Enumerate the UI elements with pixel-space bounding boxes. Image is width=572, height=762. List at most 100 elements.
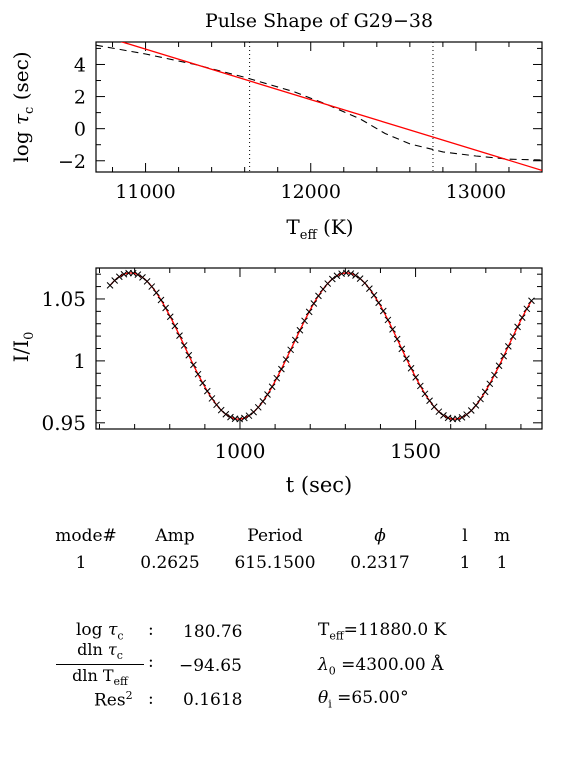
observation-point xyxy=(166,313,174,321)
observation-mark xyxy=(129,269,137,277)
observation-mark xyxy=(352,272,359,279)
observation-point xyxy=(305,308,313,316)
observation-point xyxy=(227,413,234,421)
observation-mark xyxy=(208,395,216,402)
fraction-bar xyxy=(56,664,144,666)
observation-point xyxy=(347,270,355,277)
observation-point xyxy=(203,387,211,395)
observation-mark xyxy=(305,308,313,316)
observation-mark xyxy=(236,415,244,423)
observation-point xyxy=(500,352,508,360)
observation-point xyxy=(301,317,308,325)
observation-point xyxy=(426,397,433,405)
observation-mark xyxy=(481,388,489,396)
observation-mark xyxy=(440,412,447,419)
top-y-tick-label: 0 xyxy=(74,119,86,141)
observation-point xyxy=(162,304,169,312)
bottom-x-tick-label: 1000 xyxy=(215,439,266,463)
observation-point xyxy=(157,296,165,304)
observation-mark xyxy=(217,406,225,414)
observation-mark xyxy=(291,336,299,344)
observation-mark xyxy=(153,289,160,297)
header-amp: Amp xyxy=(155,526,195,546)
observation-point xyxy=(514,323,521,331)
observation-mark xyxy=(333,272,341,280)
observation-point xyxy=(477,395,484,403)
observation-mark xyxy=(310,300,318,307)
log-tau-colon: : xyxy=(148,620,154,640)
dln-colon: : xyxy=(148,652,154,672)
observation-mark xyxy=(273,374,281,382)
observation-point xyxy=(115,273,123,281)
observation-point xyxy=(222,410,230,418)
theta-param: θi =65.00° xyxy=(318,688,409,711)
observation-mark xyxy=(347,270,355,277)
observation-point xyxy=(421,390,429,398)
observation-point xyxy=(185,351,193,359)
observation-mark xyxy=(134,271,142,279)
observation-mark xyxy=(199,379,207,387)
observation-point xyxy=(264,391,271,398)
bottom-x-tick-label: 1500 xyxy=(390,439,441,463)
observation-mark xyxy=(162,304,169,312)
top-x-axis-label: Teff (K) xyxy=(286,215,353,243)
row-amp: 0.2625 xyxy=(140,553,200,573)
observation-mark xyxy=(213,401,220,409)
observation-point xyxy=(458,413,466,421)
observation-mark xyxy=(185,351,193,359)
top-y-axis-label: log τc (sec) xyxy=(9,51,37,162)
observation-mark xyxy=(393,335,401,343)
observation-point xyxy=(370,291,378,299)
teff-param: Teff=11880.0 K xyxy=(318,620,447,643)
observation-point xyxy=(366,285,373,292)
top-chart-title: Pulse Shape of G29−38 xyxy=(205,10,433,32)
dln-fraction-label: dln τc dln Teff xyxy=(56,640,144,688)
observation-mark xyxy=(398,345,406,353)
observation-mark xyxy=(518,314,526,321)
top-vlines xyxy=(249,42,434,172)
observation-mark xyxy=(227,413,234,421)
observation-mark xyxy=(222,410,230,418)
observation-mark xyxy=(171,322,179,330)
dln-value: −94.65 xyxy=(179,656,242,676)
observation-mark xyxy=(449,415,457,423)
observation-point xyxy=(523,305,531,313)
observation-mark xyxy=(430,403,438,411)
observation-mark xyxy=(361,279,369,287)
bottom-chart: 1000 1500 1.05 1 0.95 I/I0 t (sec) xyxy=(9,267,543,497)
bottom-x-axis-label: t (sec) xyxy=(286,473,352,497)
res-colon: : xyxy=(148,689,154,709)
observation-point xyxy=(278,365,285,373)
lambda-param: λ0 =4300.00 Å xyxy=(318,655,444,678)
top-plot-frame xyxy=(95,41,543,173)
figure: Pulse Shape of G29−38 11000 12000 13000 42… xyxy=(9,10,543,497)
observation-mark xyxy=(120,270,128,278)
observation-point xyxy=(111,277,119,284)
observation-point xyxy=(176,332,183,339)
observation-point xyxy=(416,382,424,390)
header-mode: mode# xyxy=(55,526,117,546)
observation-point xyxy=(240,414,248,422)
observation-mark xyxy=(477,395,484,403)
observation-point xyxy=(296,326,304,334)
observation-mark xyxy=(491,371,498,379)
observation-point xyxy=(190,361,197,369)
observation-mark xyxy=(426,397,433,405)
observation-mark xyxy=(264,391,271,398)
observation-mark xyxy=(454,415,461,423)
observation-point xyxy=(291,336,299,344)
observation-point xyxy=(379,307,387,315)
observation-point xyxy=(134,271,142,279)
observation-mark xyxy=(176,332,183,339)
observation-point xyxy=(129,269,137,277)
observation-point xyxy=(245,412,253,420)
observation-mark xyxy=(315,292,322,300)
observation-mark xyxy=(282,356,290,363)
observation-mark xyxy=(157,296,165,304)
observation-point xyxy=(481,388,489,396)
observation-point xyxy=(495,362,503,370)
res-value: 0.1618 xyxy=(183,690,243,710)
observation-point xyxy=(319,285,327,293)
observation-point xyxy=(333,272,341,280)
observation-mark xyxy=(180,342,188,349)
